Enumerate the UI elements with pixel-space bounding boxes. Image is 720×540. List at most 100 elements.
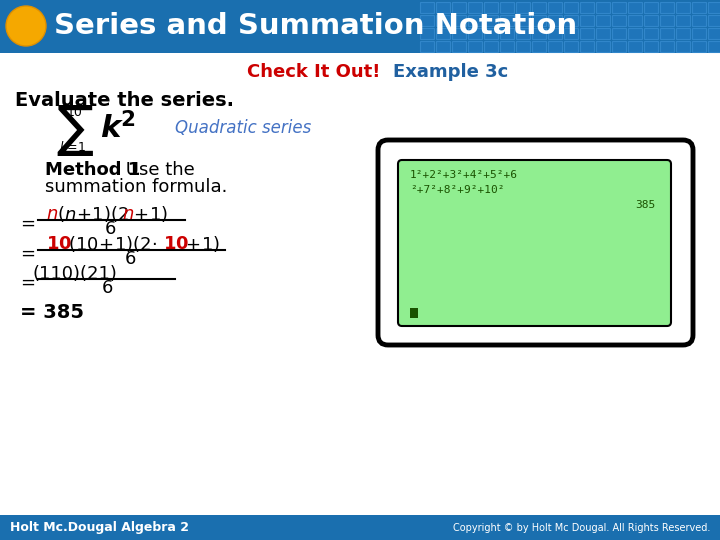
Text: Check It Out!: Check It Out!: [247, 63, 380, 81]
Text: 6: 6: [125, 250, 135, 268]
Bar: [500, 28, 514, 39]
Text: 10: 10: [67, 105, 83, 118]
Bar: [612, 41, 626, 52]
Bar: [580, 2, 594, 13]
Text: $\mathbf{10}$: $\mathbf{10}$: [46, 235, 72, 253]
Bar: [644, 15, 658, 26]
Bar: [500, 41, 514, 52]
Bar: [644, 2, 658, 13]
Text: Use a: Use a: [462, 161, 518, 179]
Text: Copyright © by Holt Mc Dougal. All Rights Reserved.: Copyright © by Holt Mc Dougal. All Right…: [453, 523, 710, 533]
Bar: [452, 28, 466, 39]
Bar: [692, 2, 706, 13]
Bar: [644, 41, 658, 52]
Bar: [628, 28, 642, 39]
Text: (110)(21): (110)(21): [32, 265, 117, 283]
Bar: [532, 2, 546, 13]
Bar: [436, 15, 450, 26]
Bar: [468, 2, 482, 13]
Bar: [468, 15, 482, 26]
Bar: [708, 41, 720, 52]
Bar: [596, 28, 610, 39]
Bar: [452, 15, 466, 26]
Bar: [692, 15, 706, 26]
Text: =: =: [20, 245, 35, 263]
Text: Example 3c: Example 3c: [393, 63, 508, 81]
Bar: [420, 15, 434, 26]
Bar: [0, 515, 720, 540]
Bar: [708, 2, 720, 13]
Text: Method 2: Method 2: [390, 161, 485, 179]
Bar: [564, 28, 578, 39]
Text: $(10\!+\!1)(2\!\cdot\!$: $(10\!+\!1)(2\!\cdot\!$: [68, 234, 158, 254]
Bar: [420, 41, 434, 52]
Bar: [708, 15, 720, 26]
Text: Holt Mc.Dougal Algebra 2: Holt Mc.Dougal Algebra 2: [10, 522, 189, 535]
Bar: [676, 15, 690, 26]
Bar: [708, 28, 720, 39]
Text: 1²+2²+3²+4²+5²+6: 1²+2²+3²+4²+5²+6: [410, 170, 518, 180]
Text: 6: 6: [102, 279, 113, 297]
Bar: [500, 15, 514, 26]
Bar: [484, 2, 498, 13]
Bar: [516, 15, 530, 26]
Bar: [580, 41, 594, 52]
Bar: [548, 41, 562, 52]
Text: $(n\!+\!1)(2$: $(n\!+\!1)(2$: [57, 204, 129, 224]
Text: $\boldsymbol{k}^{\mathbf{2}}$: $\boldsymbol{k}^{\mathbf{2}}$: [100, 112, 135, 144]
Text: 6: 6: [104, 220, 116, 238]
Text: $\mathit{n}$: $\mathit{n}$: [122, 205, 134, 223]
Text: Series and Summation Notation: Series and Summation Notation: [54, 12, 577, 40]
Text: $\mathbf{10}$: $\mathbf{10}$: [163, 235, 189, 253]
Bar: [612, 2, 626, 13]
Bar: [660, 2, 674, 13]
Text: Use the: Use the: [120, 161, 194, 179]
Bar: [548, 2, 562, 13]
Text: $\!+\!1)$: $\!+\!1)$: [133, 204, 168, 224]
Text: Evaluate the series.: Evaluate the series.: [15, 91, 234, 110]
FancyBboxPatch shape: [378, 140, 693, 345]
Bar: [548, 15, 562, 26]
Bar: [692, 41, 706, 52]
Bar: [660, 15, 674, 26]
Text: =: =: [20, 215, 35, 233]
Bar: [596, 2, 610, 13]
Circle shape: [6, 6, 46, 46]
Bar: [660, 41, 674, 52]
Text: $\sum$: $\sum$: [56, 103, 94, 158]
Bar: [0, 0, 720, 53]
Bar: [564, 41, 578, 52]
Bar: [436, 28, 450, 39]
Bar: [564, 2, 578, 13]
Text: summation formula.: summation formula.: [45, 178, 228, 196]
Bar: [484, 15, 498, 26]
Bar: [516, 28, 530, 39]
Text: $k\!=\!1$: $k\!=\!1$: [59, 140, 86, 154]
Bar: [420, 2, 434, 13]
Bar: [500, 2, 514, 13]
Bar: [516, 41, 530, 52]
Bar: [692, 28, 706, 39]
Bar: [410, 308, 418, 318]
Bar: [580, 15, 594, 26]
Bar: [612, 15, 626, 26]
Bar: [468, 28, 482, 39]
Text: 385: 385: [635, 200, 655, 210]
Bar: [580, 28, 594, 39]
Bar: [612, 28, 626, 39]
Text: = 385: = 385: [20, 302, 84, 321]
Text: ²+7²+8²+9²+10²: ²+7²+8²+9²+10²: [410, 185, 505, 195]
Bar: [532, 28, 546, 39]
Bar: [436, 2, 450, 13]
Bar: [452, 2, 466, 13]
Text: Method 1: Method 1: [45, 161, 140, 179]
Text: $\mathit{n}$: $\mathit{n}$: [46, 205, 58, 223]
Text: graphing calculator.: graphing calculator.: [390, 178, 570, 196]
Bar: [676, 28, 690, 39]
Bar: [452, 41, 466, 52]
Bar: [660, 28, 674, 39]
Bar: [628, 2, 642, 13]
Text: Quadratic series: Quadratic series: [175, 119, 311, 137]
Bar: [532, 15, 546, 26]
Text: $\!+\!1)$: $\!+\!1)$: [185, 234, 220, 254]
